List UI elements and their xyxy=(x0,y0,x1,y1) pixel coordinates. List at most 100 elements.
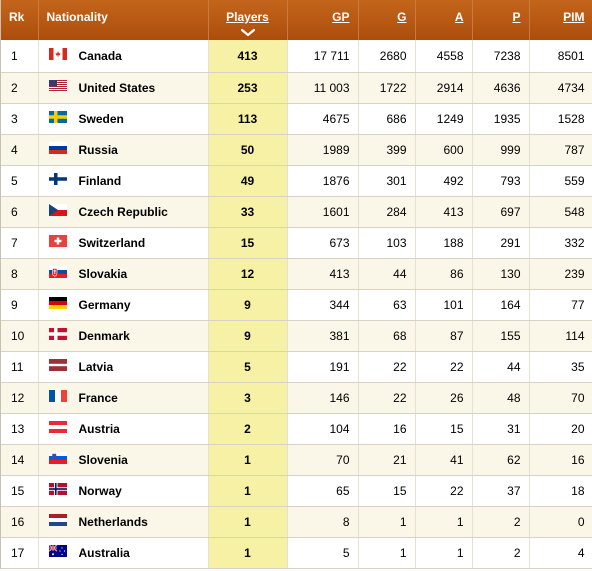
p-cell: 48 xyxy=(472,382,530,414)
column-header-players-link[interactable]: Players xyxy=(226,10,269,24)
flag-latvia-icon xyxy=(48,359,67,374)
country-name[interactable]: United States xyxy=(78,80,156,95)
column-header-g-link[interactable]: G xyxy=(397,10,407,24)
gp-cell: 11 003 xyxy=(287,72,359,104)
rank-cell: 4 xyxy=(1,134,39,166)
gp-cell: 344 xyxy=(287,289,359,321)
flag-czech-republic-icon xyxy=(48,204,67,219)
flag-switzerland-icon xyxy=(48,235,67,250)
country-name[interactable]: France xyxy=(78,390,118,405)
country-name[interactable]: Australia xyxy=(78,545,130,560)
country-name[interactable]: Germany xyxy=(78,297,131,312)
country-name[interactable]: Finland xyxy=(78,173,122,188)
column-header-gp-link[interactable]: GP xyxy=(332,10,350,24)
nationality-cell[interactable]: Finland xyxy=(38,165,209,197)
country-name[interactable]: Slovenia xyxy=(78,452,128,467)
g-cell: 22 xyxy=(358,351,416,383)
column-header-a[interactable]: A xyxy=(415,0,473,40)
column-header-nationality-label: Nationality xyxy=(46,10,108,24)
players-cell: 1 xyxy=(208,506,288,538)
rank-cell: 11 xyxy=(1,351,39,383)
players-cell: 1 xyxy=(208,444,288,476)
nationality-cell[interactable]: Denmark xyxy=(38,320,209,352)
rank-cell: 9 xyxy=(1,289,39,321)
nationality-cell[interactable]: Czech Republic xyxy=(38,196,209,228)
column-header-a-link[interactable]: A xyxy=(454,10,464,24)
column-header-p-link[interactable]: P xyxy=(512,10,521,24)
column-header-players[interactable]: Players xyxy=(208,0,288,40)
country-name[interactable]: Latvia xyxy=(78,359,114,374)
country-name[interactable]: Denmark xyxy=(78,328,130,343)
p-cell: 1935 xyxy=(472,103,530,135)
nationality-cell[interactable]: Norway xyxy=(38,475,209,507)
column-header-pim-link[interactable]: PIM xyxy=(563,10,585,24)
p-cell: 2 xyxy=(472,537,530,569)
a-cell: 1 xyxy=(415,506,473,538)
nationality-cell[interactable]: Switzerland xyxy=(38,227,209,259)
table-body: 1 Canada 413 17 711 2680 4558 7238 8501 … xyxy=(1,40,592,569)
nationality-cell[interactable]: France xyxy=(38,382,209,414)
a-cell: 26 xyxy=(415,382,473,414)
nationality-cell[interactable]: Sweden xyxy=(38,103,209,135)
nationality-cell[interactable]: Netherlands xyxy=(38,506,209,538)
table-row: 9 Germany 9 344 63 101 164 77 xyxy=(1,289,592,321)
nationality-cell[interactable]: Slovakia xyxy=(38,258,209,290)
a-cell: 86 xyxy=(415,258,473,290)
p-cell: 44 xyxy=(472,351,530,383)
rank-cell: 1 xyxy=(1,40,39,73)
players-cell: 253 xyxy=(208,72,288,104)
country-name[interactable]: Canada xyxy=(78,48,122,63)
players-cell: 1 xyxy=(208,537,288,569)
country-name[interactable]: Norway xyxy=(78,483,122,498)
nationality-cell[interactable]: Austria xyxy=(38,413,209,445)
column-header-nationality[interactable]: Nationality xyxy=(38,0,209,40)
column-header-p[interactable]: P xyxy=(472,0,530,40)
country-name[interactable]: Austria xyxy=(78,421,120,436)
nationality-cell[interactable]: Russia xyxy=(38,134,209,166)
nationality-cell[interactable]: Germany xyxy=(38,289,209,321)
g-cell: 301 xyxy=(358,165,416,197)
country-name[interactable]: Czech Republic xyxy=(78,204,168,219)
rank-cell: 2 xyxy=(1,72,39,104)
a-cell: 1249 xyxy=(415,103,473,135)
column-header-pim[interactable]: PIM xyxy=(529,0,592,40)
pim-cell: 239 xyxy=(529,258,592,290)
nationality-cell[interactable]: Canada xyxy=(38,40,209,73)
country-name[interactable]: Russia xyxy=(78,142,118,157)
column-header-g[interactable]: G xyxy=(358,0,416,40)
gp-cell: 381 xyxy=(287,320,359,352)
a-cell: 41 xyxy=(415,444,473,476)
column-header-rk[interactable]: Rk xyxy=(1,0,39,40)
pim-cell: 1528 xyxy=(529,103,592,135)
rank-cell: 17 xyxy=(1,537,39,569)
gp-cell: 17 711 xyxy=(287,40,359,73)
nationality-cell[interactable]: Latvia xyxy=(38,351,209,383)
a-cell: 87 xyxy=(415,320,473,352)
g-cell: 15 xyxy=(358,475,416,507)
g-cell: 16 xyxy=(358,413,416,445)
gp-cell: 413 xyxy=(287,258,359,290)
country-name[interactable]: Netherlands xyxy=(78,514,148,529)
nationality-cell[interactable]: United States xyxy=(38,72,209,104)
nationality-cell[interactable]: Australia xyxy=(38,537,209,569)
country-name[interactable]: Switzerland xyxy=(78,235,146,250)
table-row: 15 Norway 1 65 15 22 37 18 xyxy=(1,475,592,507)
country-name[interactable]: Sweden xyxy=(78,111,124,126)
table-row: 11 Latvia 5 191 22 22 44 35 xyxy=(1,351,592,383)
g-cell: 68 xyxy=(358,320,416,352)
pim-cell: 16 xyxy=(529,444,592,476)
flag-finland-icon xyxy=(48,173,67,188)
a-cell: 600 xyxy=(415,134,473,166)
flag-slovakia-icon xyxy=(48,266,67,281)
nationality-cell[interactable]: Slovenia xyxy=(38,444,209,476)
column-header-gp[interactable]: GP xyxy=(287,0,359,40)
pim-cell: 4 xyxy=(529,537,592,569)
flag-netherlands-icon xyxy=(48,514,67,529)
pim-cell: 8501 xyxy=(529,40,592,73)
table-row: 4 Russia 50 1989 399 600 999 787 xyxy=(1,134,592,166)
country-name[interactable]: Slovakia xyxy=(78,266,128,281)
a-cell: 188 xyxy=(415,227,473,259)
gp-cell: 70 xyxy=(287,444,359,476)
table-row: 16 Netherlands 1 8 1 1 2 0 xyxy=(1,506,592,538)
